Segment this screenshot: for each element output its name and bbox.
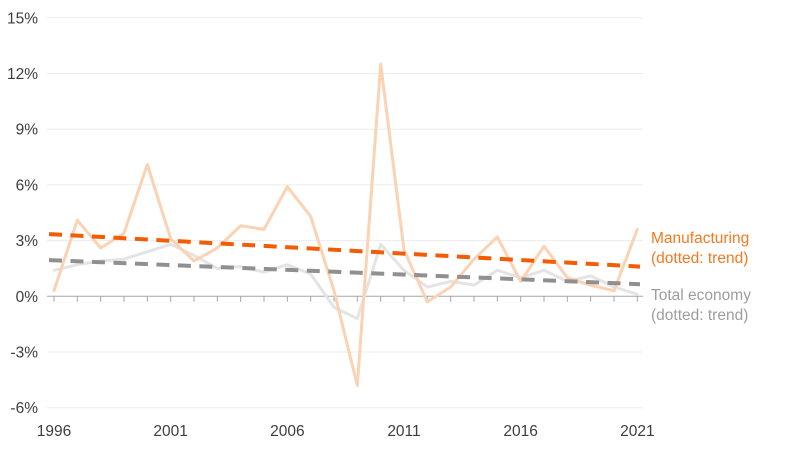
y-axis-tick-label: 6% xyxy=(16,177,39,194)
x-axis-tick-label: 2011 xyxy=(387,423,420,440)
y-axis-tick-label: 15% xyxy=(7,10,38,27)
legend-manufacturing-line1: Manufacturing xyxy=(651,230,750,247)
legend-manufacturing-line2: (dotted: trend) xyxy=(651,249,749,267)
x-axis-tick-label: 2001 xyxy=(153,423,187,440)
x-axis-tick-label: 2021 xyxy=(620,423,654,440)
y-axis-tick-label: 12% xyxy=(7,66,38,83)
legend-total-economy-line2: (dotted: trend) xyxy=(651,306,749,324)
trend-line-total-economy-trend xyxy=(48,258,641,287)
legend-total-economy: Total economy (dotted: trend) xyxy=(651,286,751,325)
series-line-manufacturing xyxy=(52,62,639,387)
x-axis-tick-label: 1996 xyxy=(37,423,71,440)
y-axis-tick-label: -6% xyxy=(10,400,38,417)
y-axis-tick-label: 3% xyxy=(16,233,39,250)
y-axis-tick-label: -3% xyxy=(10,345,38,362)
trend-line-manufacturing-trend xyxy=(48,232,641,269)
y-axis-tick-label: 9% xyxy=(16,122,39,139)
x-axis-tick-label: 2006 xyxy=(270,423,304,440)
y-axis-tick-label: 0% xyxy=(16,289,39,306)
legend-manufacturing: Manufacturing (dotted: trend) xyxy=(651,229,749,268)
series-line-total-economy xyxy=(52,242,639,321)
x-axis-tick-label: 2016 xyxy=(503,423,537,440)
legend-total-economy-line1: Total economy xyxy=(651,287,751,304)
